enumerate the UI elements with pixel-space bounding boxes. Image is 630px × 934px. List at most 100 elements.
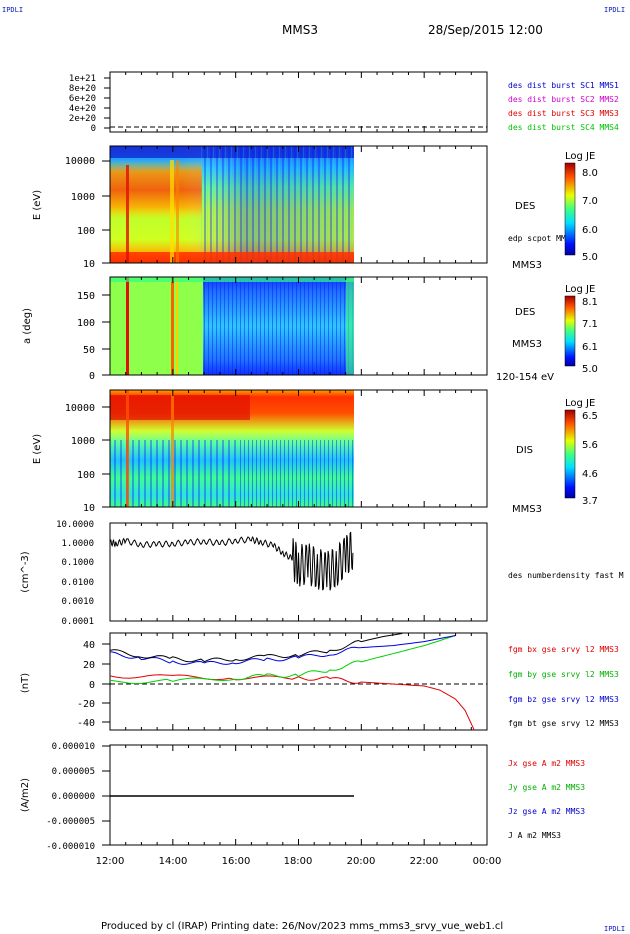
p2-ytick-2: 100	[77, 226, 95, 237]
p3-colorbar-gradient	[564, 295, 576, 367]
p4-cbar-tick-3: 3.7	[582, 496, 598, 507]
p2-overlay-label: edp scpot MMS3	[508, 234, 576, 243]
p6-legend-bt: fgm bt gse srvy l2 MMS3	[508, 719, 619, 728]
bx-series-line	[110, 674, 475, 730]
p1-ytick-3: 4e+20	[69, 104, 96, 114]
p4-cbar-tick-2: 4.6	[582, 469, 598, 480]
corner-mark-top-right: IPDLI	[604, 6, 625, 14]
x-tick-label-5: 22:00	[410, 856, 439, 867]
dis-energy-stripes	[240, 440, 354, 507]
p1-legend-mms1: des dist burst SC1 MMS1	[508, 81, 619, 90]
p5-ylabel: (cm^-3)	[20, 551, 31, 592]
p4-spacecraft: MMS3	[512, 504, 542, 515]
p6-ytick-0: 40	[83, 640, 95, 651]
density-series-line	[110, 531, 354, 591]
bt-series-line	[110, 633, 403, 663]
p1-ytick-5: 0	[91, 124, 96, 134]
des-energy-stripes	[200, 146, 354, 263]
header-spacecraft: MMS3	[282, 23, 318, 37]
p7-yticks: 0.000010 0.000005 0.000000 -0.000005 -0.…	[46, 742, 110, 852]
corner-mark-top-left: IPDLI	[2, 6, 23, 14]
p2-ytick-3: 10	[83, 259, 95, 270]
x-tick-label-4: 20:00	[347, 856, 376, 867]
p3-instrument: DES	[515, 307, 535, 318]
by-series-line	[110, 635, 456, 685]
p5-ytick-3: 0.0100	[61, 578, 94, 588]
p3-ytick-2: 50	[83, 345, 95, 356]
p5-yticks: 10.0000 1.0000 0.1000 0.0100 0.0010 0.00…	[56, 520, 94, 627]
p5-ytick-0: 10.0000	[56, 520, 94, 530]
x-tick-label-3: 18:00	[284, 856, 313, 867]
panel-burst-distributions: 1e+21 8e+20 6e+20 4e+20 2e+20 0 des dist…	[69, 71, 619, 134]
des-pitch-edge	[346, 277, 354, 375]
dis-energy-stripes-2	[110, 440, 240, 507]
p2-cbar-tick-2: 6.0	[582, 225, 598, 236]
des-pitch-top-band	[110, 277, 354, 282]
p6-legend-bx: fgm bx gse srvy l2 MMS3	[508, 645, 619, 654]
p3-energy-range: 120-154 eV	[496, 372, 554, 383]
x-tick-marks	[109, 72, 488, 845]
p2-colorbar: Log JE 8.0 7.0 6.0 5.0	[564, 151, 598, 263]
p7-ytick-1: 0.000005	[52, 767, 95, 777]
p3-spacecraft: MMS3	[512, 339, 542, 350]
p2-cbar-tick-0: 8.0	[582, 168, 598, 179]
p3-cbar-tick-0: 8.1	[582, 297, 598, 308]
bfield-series-group	[110, 633, 475, 730]
x-axis-ticks	[109, 72, 488, 845]
p2-cbar-tick-1: 7.0	[582, 196, 598, 207]
p2-spacecraft: MMS3	[512, 260, 542, 271]
panel-dis-energy: 10000 1000 100 10 E (eV) DIS MMS3 Log JE…	[32, 389, 598, 515]
p7-ytick-4: -0.000010	[46, 842, 95, 852]
p5-ytick-5: 0.0001	[61, 617, 94, 627]
corner-mark-bottom-right: IPDLI	[604, 925, 625, 933]
p4-ytick-1: 1000	[71, 436, 95, 447]
p5-ytick-2: 0.1000	[61, 558, 94, 568]
des-pitch-red-1	[126, 277, 129, 375]
p5-series-label: des numberdensity fast M	[508, 571, 624, 580]
p2-cbar-tick-3: 5.0	[582, 252, 598, 263]
x-axis-labels: 12:00 14:00 16:00 18:00 20:00 22:00 00:0…	[96, 856, 502, 867]
panel-7-frame	[109, 744, 488, 846]
p3-ylabel: a (deg)	[22, 308, 33, 344]
des-energy-dropout-3	[176, 160, 179, 263]
p2-ytick-0: 10000	[65, 156, 95, 167]
p1-legend-mms3: des dist burst SC3 MMS3	[508, 109, 619, 118]
panel-1-yticks: 1e+21 8e+20 6e+20 4e+20 2e+20 0	[69, 74, 110, 134]
x-tick-label-1: 14:00	[159, 856, 188, 867]
p3-colorbar: Log JE 8.1 7.1 6.1 5.0	[564, 284, 598, 375]
des-pitch-early-yellow	[110, 277, 205, 375]
panel-density: 10.0000 1.0000 0.1000 0.0100 0.0010 0.00…	[20, 520, 624, 627]
p4-yticks: 10000 1000 100 10	[65, 403, 110, 514]
p2-ylabel: E (eV)	[32, 190, 43, 220]
p3-ytick-1: 100	[77, 318, 95, 329]
p4-ytick-3: 10	[83, 503, 95, 514]
x-tick-label-0: 12:00	[96, 856, 125, 867]
p7-ytick-0: 0.000010	[52, 742, 95, 752]
p3-ytick-3: 0	[89, 371, 95, 382]
x-tick-label-6: 00:00	[473, 856, 502, 867]
p4-ytick-2: 100	[77, 470, 95, 481]
p3-cbar-tick-2: 6.1	[582, 342, 598, 353]
p4-ylabel: E (eV)	[32, 434, 43, 464]
p4-colorbar: Log JE 6.5 5.6 4.6 3.7	[564, 398, 598, 507]
header-date-time: 28/Sep/2015 12:00	[428, 23, 543, 37]
panel-des-pitch: 150 100 50 0 a (deg) DES MMS3 120-154 eV…	[22, 276, 598, 383]
p7-legend-j: J A m2 MMS3	[508, 831, 561, 840]
des-energy-low-red	[110, 252, 354, 263]
p2-instrument: DES	[515, 201, 535, 212]
panel-1-frame	[109, 71, 488, 133]
des-pitch-red-2	[171, 277, 174, 375]
p6-legend-bz: fgm bz gse srvy l2 MMS3	[508, 695, 619, 704]
dis-energy-red-1	[126, 390, 129, 507]
p6-ytick-3: -20	[77, 699, 95, 710]
panel-5-frame	[109, 522, 488, 622]
des-pitch-early	[110, 277, 205, 375]
des-pitch-stripes	[203, 277, 354, 375]
p6-ylabel: (nT)	[20, 673, 31, 693]
des-pitch-red-3	[176, 277, 178, 375]
p2-yticks: 10000 1000 100 10	[65, 156, 110, 270]
p3-ytick-0: 150	[77, 291, 95, 302]
p3-cbar-tick-1: 7.1	[582, 319, 598, 330]
p4-instrument: DIS	[516, 445, 533, 456]
